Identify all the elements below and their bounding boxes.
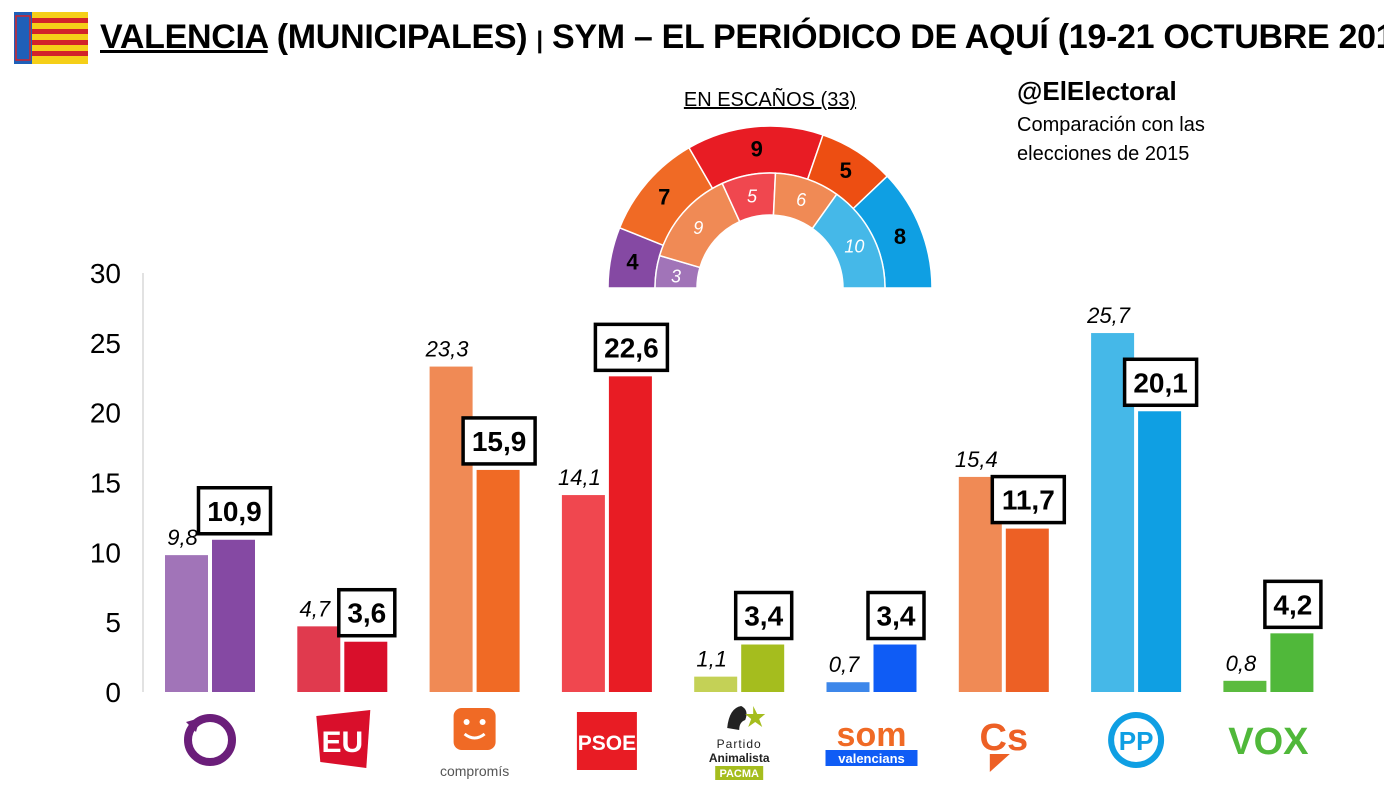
pacma-logo-line1: Partido (717, 737, 762, 751)
podemos-logo-icon (184, 714, 236, 766)
y-tick-label: 20 (90, 398, 121, 429)
label-2018-podemos: 10,9 (207, 496, 262, 527)
bar-2015-som (826, 682, 870, 692)
hemicycle-outer-seat-label: 4 (626, 250, 639, 275)
eu-logo-text: EU (321, 726, 363, 759)
bar-2018-podemos (212, 539, 255, 692)
hemicycle-inner-segment (811, 193, 886, 289)
y-tick-label: 5 (105, 607, 121, 638)
compromis-logo-icon: compromís (440, 708, 509, 779)
label-box-2018-podemos (196, 486, 273, 536)
label-2015-pp: 25,7 (1086, 303, 1131, 328)
label-2015-eu: 4,7 (300, 596, 331, 621)
pp-logo-icon: PP (1108, 712, 1165, 768)
label-2018-cs: 11,7 (1002, 485, 1055, 516)
hemicycle-inner-seat-label: 10 (844, 236, 864, 256)
data-labels: 9,8 10,9 4,7 3,6 23,3 15,9 14,1 22,6 1,1 3,4 0,7 3,… (167, 303, 1323, 677)
hemicycle-outer-seat-label: 5 (840, 158, 852, 183)
bar-2015-psoe (561, 495, 605, 692)
hemicycle-title: EN ESCAÑOS (33) (684, 87, 856, 111)
label-2015-cs: 15,4 (955, 447, 998, 472)
title-separator: | (536, 27, 543, 54)
label-2018-som: 3,4 (877, 601, 916, 632)
hemicycle-inner-seat-label: 5 (747, 187, 758, 207)
pacma-logo-line3: PACMA (719, 768, 759, 780)
eu-logo-icon: EU (316, 710, 371, 768)
title-subtitle: (MUNICIPALES) (276, 18, 528, 56)
label-box-2018-cs (990, 474, 1067, 525)
valencia-flag-icon (14, 12, 88, 64)
label-box-2018-compromis (461, 416, 537, 466)
bar-2018-compromis (476, 469, 520, 692)
y-axis: 30 25 20 15 10 5 0 (90, 258, 144, 708)
title-source: SYM – EL PERIÓDICO DE AQUÍ (19-21 OCTUBR… (551, 18, 1384, 56)
y-tick-label: 25 (90, 328, 121, 359)
bar-2015-pacma (694, 676, 738, 692)
title-city: VALENCIA (100, 18, 268, 56)
hemicycle-inner-seat-label: 3 (671, 266, 681, 286)
label-2015-som: 0,7 (829, 652, 860, 677)
bar-2015-vox (1223, 680, 1267, 692)
vox-logo-icon: VOX (1228, 721, 1309, 763)
bar-2015-eu (297, 626, 341, 692)
label-box-2018-pp (1122, 357, 1199, 408)
hemicycle-outer-seat-label: 8 (894, 224, 906, 249)
y-tick-label: 30 (90, 258, 121, 289)
label-box-2018-eu (337, 587, 397, 638)
label-2015-psoe: 14,1 (558, 465, 601, 490)
label-box-2018-psoe (593, 322, 670, 373)
ciudadanos-logo-icon: Cs (980, 717, 1029, 772)
psoe-logo-text: PSOE (578, 732, 636, 755)
bar-2018-vox (1270, 633, 1314, 692)
label-2015-vox: 0,8 (1226, 651, 1257, 676)
bar-2018-psoe (608, 376, 652, 692)
bar-2018-eu (344, 641, 388, 692)
psoe-logo-icon: PSOE (576, 712, 637, 770)
cs-logo-text: Cs (980, 717, 1029, 759)
y-tick-label: 10 (90, 537, 121, 568)
comparison-note-line1: Comparación con las (1017, 114, 1205, 136)
header: VALENCIA (MUNICIPALES) | SYM – EL PERIÓD… (0, 0, 1384, 80)
page-title: VALENCIA (MUNICIPALES) | SYM – EL PERIÓD… (100, 18, 1384, 57)
hemicycle: 4 7 9 5 8 3 9 5 6 10 EN ESCAÑOS (33) (607, 87, 933, 289)
hemicycle-inner-seat-label: 6 (796, 190, 807, 210)
bar-2015-compromis (429, 366, 473, 692)
label-box-2018-pacma (733, 590, 794, 641)
twitter-handle: @ElElectoral (1017, 76, 1177, 106)
label-2015-podemos: 9,8 (167, 525, 198, 550)
som-logo-text: som (837, 716, 907, 754)
label-box-2018-vox (1263, 579, 1323, 630)
label-2018-compromis: 15,9 (472, 426, 527, 457)
bar-2018-pp (1138, 411, 1182, 692)
bar-2018-cs (1005, 528, 1049, 692)
vox-logo-text: VOX (1228, 721, 1309, 763)
pacma-logo-line2: Animalista (709, 751, 770, 765)
label-2018-pacma: 3,4 (744, 601, 783, 632)
label-2015-pacma: 1,1 (696, 647, 727, 672)
bar-2018-som (873, 644, 917, 692)
comparison-note-line2: elecciones de 2015 (1017, 143, 1190, 165)
y-tick-label: 15 (90, 468, 121, 499)
hemicycle-outer-seat-label: 9 (751, 137, 763, 162)
hemicycle-inner-seat-label: 9 (693, 218, 703, 238)
compromis-logo-text: compromís (440, 763, 509, 779)
bar-2018-pacma (741, 644, 785, 692)
valencians-logo-text: valencians (838, 751, 905, 766)
y-tick-label: 0 (105, 677, 121, 708)
label-2018-vox: 4,2 (1273, 589, 1312, 620)
hemicycle-outer-seat-label: 7 (658, 184, 670, 209)
label-2015-compromis: 23,3 (425, 337, 470, 362)
bar-2015-podemos (165, 555, 208, 692)
label-box-2018-som (866, 590, 926, 641)
pp-logo-text: PP (1119, 726, 1154, 756)
label-2018-pp: 20,1 (1133, 367, 1188, 398)
label-2018-eu: 3,6 (347, 598, 386, 629)
label-2018-psoe: 22,6 (604, 332, 659, 363)
